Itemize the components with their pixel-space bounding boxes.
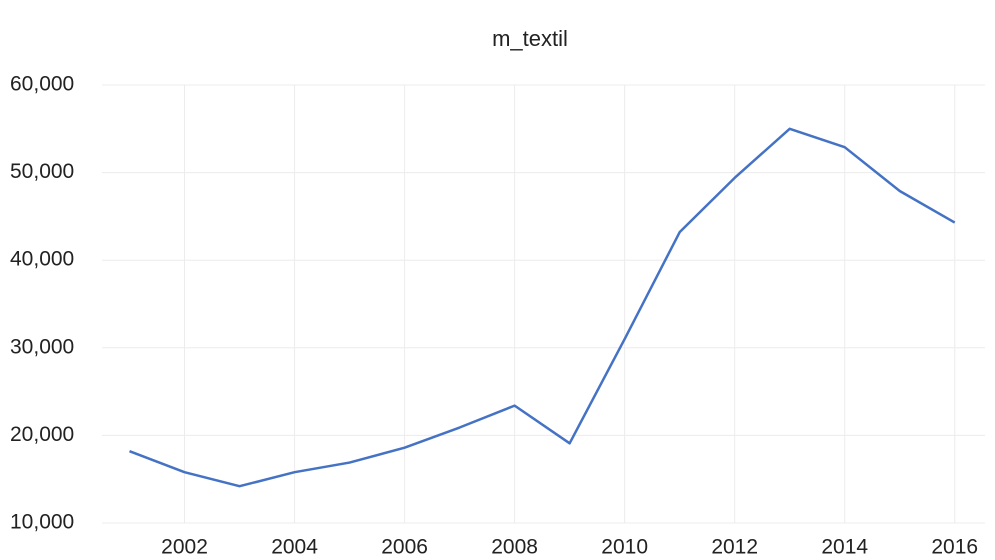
x-tick-label: 2002: [161, 536, 208, 559]
line-series: [129, 127, 956, 488]
x-tick-label: 2016: [931, 536, 978, 559]
y-tick-label: 10,000: [10, 511, 74, 534]
y-tick-label: 50,000: [10, 160, 74, 183]
chart-title: m_textil: [492, 26, 568, 51]
x-tick-label: 2008: [491, 536, 538, 559]
y-tick-label: 40,000: [10, 248, 74, 271]
x-tick-label: 2006: [381, 536, 428, 559]
x-tick-label: 2010: [601, 536, 648, 559]
x-tick-label: 2012: [711, 536, 758, 559]
y-tick-label: 60,000: [10, 73, 74, 96]
x-tick-label: 2004: [271, 536, 318, 559]
y-tick-label: 20,000: [10, 423, 74, 446]
y-tick-label: 30,000: [10, 335, 74, 358]
x-tick-label: 2014: [821, 536, 868, 559]
